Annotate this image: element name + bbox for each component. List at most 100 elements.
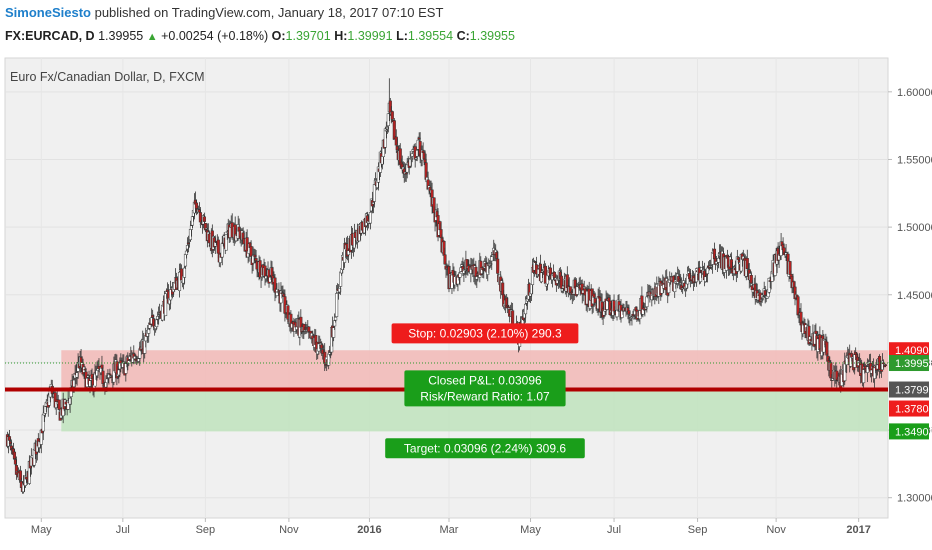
x-tick-label: Sep [688, 524, 708, 536]
current-price-tag-bg [889, 355, 929, 372]
candle-body [69, 387, 73, 397]
x-tick-label: Sep [196, 524, 216, 536]
candle-body [147, 328, 151, 334]
x-tick-label: May [520, 524, 541, 536]
candle-body [605, 300, 609, 310]
candle-body [220, 243, 224, 258]
time-axis[interactable] [5, 518, 888, 540]
candle-body [124, 363, 128, 374]
candle-body [507, 306, 511, 309]
candle-body [127, 360, 131, 365]
current-price-tag: 1.39955 [889, 355, 932, 372]
mid-price-tag-bg [889, 400, 929, 417]
candle-body [612, 300, 616, 312]
stop-badge-text: Stop: 0.02903 (2.10%) 290.3 [408, 326, 562, 340]
x-tick-label: Nov [279, 524, 299, 536]
entry-price-tag: 1.37997 [889, 381, 932, 398]
entry-price-tag-text: 1.37997 [895, 385, 932, 397]
high-value: 1.39991 [347, 29, 393, 43]
candle-body [249, 246, 253, 257]
x-tick-label: Nov [766, 524, 786, 536]
plot-border [4, 57, 889, 519]
candle-body [333, 320, 337, 327]
y-tick-label: 1.50000 [897, 222, 932, 234]
candle-body [335, 293, 339, 317]
target-badge[interactable]: Target: 0.03096 (2.24%) 309.6 [385, 438, 585, 459]
candle-body [198, 212, 202, 223]
open-value: 1.39701 [285, 29, 331, 43]
y-tick-label: 1.45000 [897, 290, 932, 302]
publish-text: published on TradingView.com, January 18… [94, 5, 444, 20]
candle-body [458, 272, 462, 278]
pnl-badge[interactable]: Closed P&L: 0.03096 Risk/Reward Ratio: 1.… [404, 370, 566, 407]
x-tick-label: 2016 [357, 524, 381, 536]
symbol-label[interactable]: FX:EURCAD, D [5, 29, 95, 43]
candle-body [334, 316, 338, 321]
candle-body [535, 275, 540, 277]
chart-title: Euro Fx/Canadian Dollar, D, FXCM [10, 70, 205, 84]
candle-body [439, 229, 443, 239]
candle-body [224, 234, 228, 251]
mid-price-tag-text: 1.37804 [895, 404, 932, 416]
x-tick-label: Jul [116, 524, 130, 536]
candle-body [866, 366, 870, 373]
x-tick-label: Jul [607, 524, 621, 536]
candle-body [443, 254, 447, 265]
pnl-badge-text: Closed P&L: 0.03096 [428, 373, 542, 387]
candle-body [615, 309, 619, 318]
candle-body [490, 256, 494, 262]
candle-body [179, 268, 184, 281]
author-link[interactable]: SimoneSiesto [5, 5, 91, 20]
candle-body [410, 153, 414, 157]
pnl-badge-text: Risk/Reward Ratio: 1.07 [420, 389, 550, 403]
price-axis[interactable] [888, 58, 932, 518]
candle-body [716, 257, 721, 263]
candle-body [825, 341, 829, 356]
candle-body [14, 465, 18, 475]
stop-price-tag-text: 1.40900 [895, 345, 932, 357]
open-label: O: [271, 29, 286, 43]
candle-body [66, 400, 70, 410]
y-tick-label: 1.60000 [897, 87, 932, 99]
mid-price-tag: 1.37804 [889, 400, 932, 417]
y-tick-label: 1.30000 [897, 493, 932, 505]
candle-body [883, 364, 888, 366]
candle-body [645, 296, 649, 308]
candle-body [182, 267, 187, 278]
candle-body [216, 239, 220, 254]
stop-badge-bg [391, 323, 579, 344]
candle-body [18, 470, 22, 481]
x-tick-label: Mar [440, 524, 459, 536]
publish-info: SimoneSiesto published on TradingView.co… [5, 5, 443, 20]
stop-price-tag: 1.40900 [889, 342, 932, 359]
candle-body [347, 250, 351, 256]
entry-price-tag-bg [889, 381, 929, 398]
stop-price-tag-bg [889, 342, 929, 359]
candle-body [432, 197, 436, 214]
target-price-tag-text: 1.34901 [895, 426, 932, 438]
pnl-badge-bg [404, 370, 566, 407]
candle-body [862, 369, 866, 384]
candle-body [568, 286, 572, 294]
target-price-tag-bg [889, 423, 929, 440]
up-arrow-icon: ▲ [146, 31, 158, 43]
candle-body [57, 399, 61, 410]
high-label: H: [334, 29, 348, 43]
candle-body [299, 316, 303, 328]
candle-body [194, 202, 198, 209]
target-price-tag: 1.34901 [889, 423, 932, 440]
candle-body [524, 303, 528, 315]
low-value: 1.39554 [407, 29, 454, 43]
candle-body [814, 330, 818, 334]
candle-body [254, 258, 258, 261]
y-tick-label: 1.55000 [897, 154, 932, 166]
target-badge-bg [385, 438, 585, 459]
stop-badge[interactable]: Stop: 0.02903 (2.10%) 290.3 [391, 323, 579, 344]
candle-body [203, 223, 207, 231]
candle-body [582, 286, 586, 288]
last-price: 1.39955 [98, 29, 144, 43]
candle-body [368, 212, 372, 224]
candle-body [496, 258, 500, 274]
quote-bar: FX:EURCAD, D 1.39955 ▲ +0.00254 (+0.18%)… [5, 29, 515, 43]
